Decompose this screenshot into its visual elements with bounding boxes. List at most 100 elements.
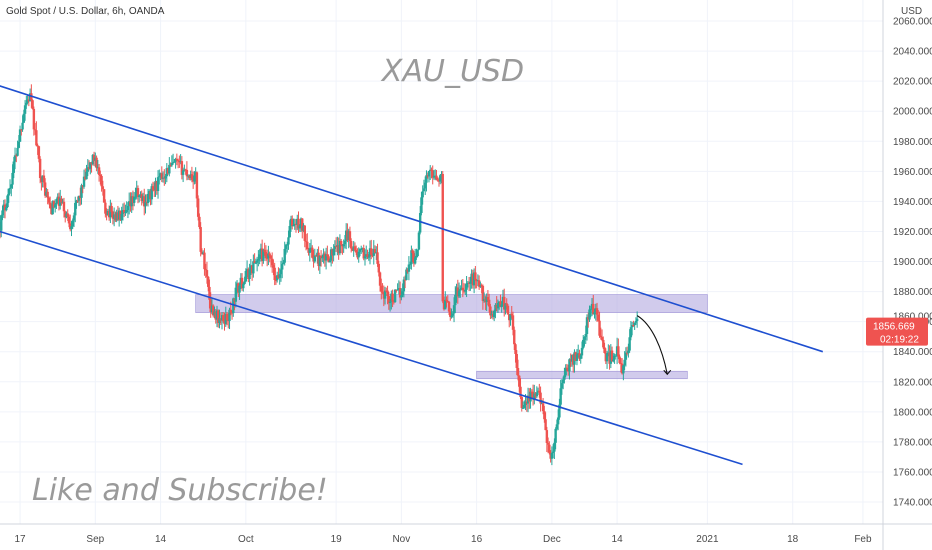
- candle-body: [568, 359, 571, 372]
- candle-body: [272, 265, 275, 268]
- candle-body: [550, 453, 554, 459]
- candle-body: [252, 261, 255, 274]
- candle-body: [603, 347, 606, 353]
- candles: [0, 84, 639, 466]
- candle-body: [238, 285, 241, 293]
- trendline[interactable]: [0, 228, 743, 466]
- candle-body: [149, 191, 152, 200]
- candle-body: [366, 254, 369, 258]
- candle-body: [13, 155, 17, 162]
- candle-body: [624, 352, 628, 360]
- candle-body: [59, 198, 62, 206]
- candle-body: [155, 181, 158, 191]
- candle-body: [188, 175, 191, 178]
- candle-body: [378, 272, 382, 286]
- candle-body: [52, 201, 56, 208]
- candle-body: [12, 161, 15, 173]
- candle-body: [397, 288, 401, 290]
- candle-body: [239, 277, 243, 286]
- candle-body: [170, 163, 174, 166]
- candle-body: [218, 318, 221, 323]
- candle-body: [467, 282, 471, 284]
- candle-body: [17, 141, 21, 148]
- candle-body: [15, 155, 18, 157]
- candle-body: [174, 158, 177, 162]
- candle-body: [536, 390, 540, 393]
- candle-body: [179, 161, 182, 163]
- projection-path[interactable]: [636, 315, 668, 375]
- candle-body: [455, 287, 458, 295]
- trendlines[interactable]: [0, 81, 824, 466]
- candle-body: [191, 179, 195, 182]
- candle-body: [524, 401, 527, 406]
- x-tick-label: 14: [155, 534, 167, 545]
- candle-body: [183, 169, 186, 171]
- time-axis[interactable]: 17 Sep 14 Oct 19 Nov 16 Dec 14 2021 18 Feb: [0, 523, 932, 545]
- candle-body: [160, 173, 163, 179]
- candle-body: [496, 302, 500, 309]
- candle-body: [437, 180, 441, 182]
- candle-body: [476, 280, 480, 282]
- candle-body: [322, 253, 325, 258]
- candle-body: [199, 227, 202, 252]
- candle-body: [528, 395, 531, 402]
- candle-body: [390, 293, 393, 302]
- price-axis[interactable]: 1740.000 1760.000 1780.000 1800.000 1820.000…: [882, 0, 932, 550]
- price-zone[interactable]: [476, 370, 688, 380]
- candle-body: [107, 210, 111, 218]
- candle-body: [203, 252, 206, 270]
- candle-body: [469, 281, 472, 284]
- candle-body: [435, 175, 438, 180]
- candle-body: [281, 264, 284, 270]
- x-tick-label: Sep: [86, 534, 104, 545]
- candle-body: [125, 209, 128, 212]
- candle-body: [120, 213, 123, 221]
- candle-body: [62, 201, 66, 212]
- candle-body: [426, 175, 429, 177]
- candle-body: [332, 248, 335, 256]
- candle-body: [173, 161, 176, 163]
- candle-body: [585, 317, 589, 335]
- candle-body: [278, 274, 281, 278]
- candle-body: [533, 393, 536, 400]
- candle-body: [114, 214, 117, 221]
- candle-body: [139, 194, 142, 196]
- candle-body: [617, 346, 620, 357]
- candle-body: [360, 248, 363, 250]
- y-tick-label: 1880.000: [893, 287, 932, 298]
- candle-body: [67, 216, 71, 224]
- candle-body: [166, 168, 170, 174]
- candle-body: [275, 275, 279, 281]
- candle-body: [457, 290, 461, 297]
- candle-body: [48, 202, 52, 209]
- candle-body: [80, 185, 83, 198]
- trendline[interactable]: [0, 81, 824, 353]
- candle-body: [336, 245, 339, 247]
- candle-body: [525, 401, 528, 404]
- candle-body: [477, 280, 481, 287]
- candle-body: [545, 430, 549, 443]
- candle-body: [115, 212, 118, 221]
- projection-arrow[interactable]: [636, 315, 672, 376]
- candle-body: [559, 388, 562, 405]
- candle-body: [632, 325, 635, 327]
- support-resistance-zones[interactable]: [195, 294, 708, 380]
- candle-body: [99, 174, 102, 177]
- candle-body: [102, 189, 106, 203]
- candle-body: [486, 297, 490, 300]
- candle-body: [432, 176, 436, 178]
- candle-body: [569, 359, 572, 362]
- candle-body: [459, 289, 462, 291]
- candle-body: [164, 176, 167, 179]
- candle-body: [101, 186, 105, 190]
- candle-body: [628, 337, 631, 351]
- candle-body: [42, 175, 46, 183]
- candle-body: [420, 197, 423, 214]
- candle-body: [501, 296, 505, 305]
- candle-body: [509, 313, 512, 321]
- y-tick-label: 1780.000: [893, 437, 932, 448]
- candle-body: [223, 321, 226, 325]
- candle-body: [491, 313, 495, 318]
